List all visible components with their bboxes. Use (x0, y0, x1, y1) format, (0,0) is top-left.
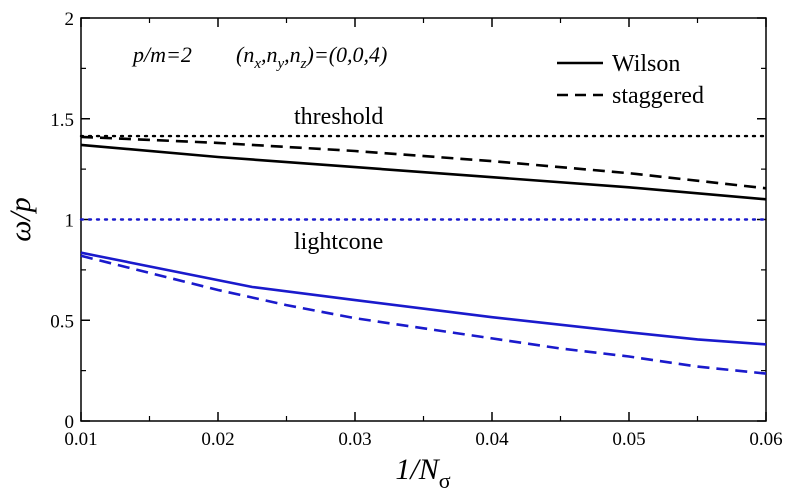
legend: Wilson staggered (557, 51, 704, 109)
reference-lines (79, 134, 768, 221)
x-axis-title-sub: σ (439, 468, 451, 493)
y-axis-title: ω/p (4, 197, 37, 242)
y-tick-label-1: 0.5 (50, 311, 74, 332)
y-tick-label-3: 1.5 (50, 110, 74, 131)
series-line-3 (80, 254, 767, 375)
x-tick-label-0: 0.01 (64, 429, 97, 450)
y-tick-label-2: 1 (65, 211, 75, 232)
series-lines (80, 135, 767, 375)
lightcone-label: lightcone (294, 229, 383, 255)
axis-ticks: 0.01 0.02 0.03 0.04 0.05 0.06 0 0.5 1 1.5 2 (50, 9, 782, 450)
x-tick-label-5: 0.06 (749, 429, 782, 450)
annotation-momentum: (nx,ny,nz)=(0,0,4) (236, 42, 387, 72)
x-tick-label-2: 0.03 (338, 429, 371, 450)
threshold-label: threshold (294, 104, 383, 130)
x-axis-title: 1/Nσ (395, 453, 450, 493)
series-line-0 (80, 143, 767, 201)
legend-label-wilson: Wilson (612, 51, 680, 77)
series-line-1 (80, 135, 767, 190)
legend-label-staggered: staggered (612, 83, 704, 109)
x-axis-title-main: 1/N (395, 453, 440, 486)
x-tick-label-1: 0.02 (201, 429, 234, 450)
y-tick-label-4: 2 (65, 9, 75, 30)
x-tick-label-4: 0.05 (612, 429, 645, 450)
series-line-2 (80, 251, 767, 346)
y-tick-label-0: 0 (65, 412, 75, 433)
x-tick-label-3: 0.04 (475, 429, 509, 450)
annotation-params: p/m=2 (131, 42, 192, 67)
